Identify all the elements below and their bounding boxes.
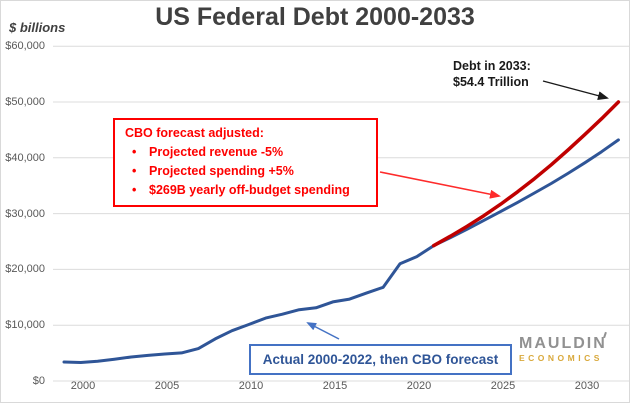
- x-tick-label: 2020: [406, 380, 432, 392]
- y-tick-label: $50,000: [5, 96, 45, 108]
- logo-subtitle: ECONOMICS: [519, 353, 603, 363]
- y-tick-label: $20,000: [5, 263, 45, 276]
- x-tick-label: 2030: [574, 380, 600, 392]
- chart-title: US Federal Debt 2000-2033: [155, 3, 475, 31]
- y-tick-label: $60,000: [5, 40, 45, 53]
- gridlines: [53, 45, 629, 382]
- adjusted-forecast-callout: CBO forecast adjusted: Projected revenue…: [113, 118, 378, 207]
- series-lines: [62, 100, 621, 364]
- series-line-cbo-adjusted: [431, 100, 621, 248]
- adjusted-forecast-bullet: Projected revenue -5%: [125, 143, 368, 162]
- y-tick-label: $10,000: [5, 319, 45, 332]
- adjusted-forecast-callout-title: CBO forecast adjusted:: [125, 126, 264, 140]
- y-axis-unit-label: $ billions: [9, 20, 66, 35]
- adjusted-callout-arrow: [379, 171, 501, 199]
- y-tick-label: $40,000: [5, 151, 45, 164]
- x-tick-label: 2005: [154, 380, 180, 392]
- actual-callout-arrow: [306, 322, 340, 340]
- adjusted-forecast-bullet: Projected spending +5%: [125, 162, 368, 181]
- debt-2033-annotation-arrow: [542, 80, 609, 101]
- x-tick-label: 2000: [70, 380, 96, 392]
- y-tick-label: $0: [32, 375, 45, 387]
- logo-n-accent: [602, 331, 607, 339]
- adjusted-forecast-bullet-list: Projected revenue -5% Projected spending…: [125, 143, 368, 200]
- y-tick-label: $30,000: [5, 207, 45, 220]
- debt-2033-annotation: Debt in 2033: $54.4 Trillion: [453, 58, 531, 90]
- x-tick-label: 2025: [490, 380, 516, 392]
- x-tick-label: 2015: [322, 380, 348, 392]
- series-line-actual-then-cbo: [62, 138, 620, 364]
- mauldin-economics-logo: MAULDIN ECONOMICS: [519, 331, 607, 363]
- logo-name: MAULDIN: [519, 331, 607, 352]
- adjusted-forecast-bullet: $269B yearly off-budget spending: [125, 181, 368, 200]
- x-tick-label: 2010: [238, 380, 264, 392]
- actual-forecast-callout: Actual 2000-2022, then CBO forecast: [249, 344, 512, 375]
- debt-2033-annotation-line2: $54.4 Trillion: [453, 75, 529, 89]
- debt-2033-annotation-line1: Debt in 2033:: [453, 59, 531, 73]
